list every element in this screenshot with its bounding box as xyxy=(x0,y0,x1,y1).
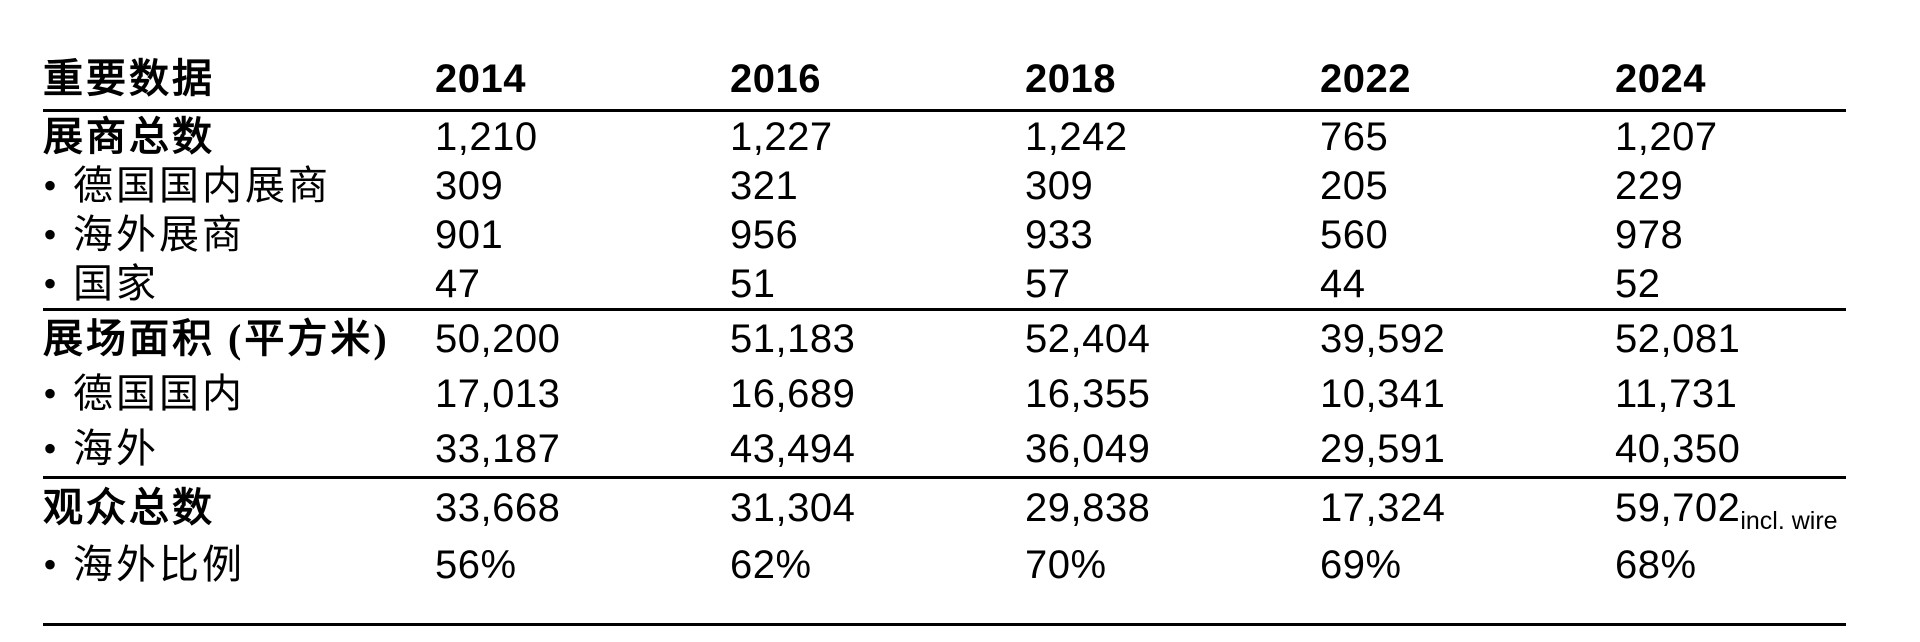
cell-value: 17,324 xyxy=(1320,485,1446,530)
cell-value: 1,207 xyxy=(1615,114,1718,159)
cell-value: 765 xyxy=(1320,114,1389,159)
row-label: 展场面积 (平方米) xyxy=(43,315,390,361)
cell-value: 70% xyxy=(1025,542,1107,587)
row-label: • 德国国内 xyxy=(43,370,246,416)
table-section-exhibition-area: 展场面积 (平方米) 50,200 51,183 52,404 39,592 52,081… xyxy=(43,308,1846,476)
cell-value: 1,242 xyxy=(1025,114,1128,159)
table-row: • 国家 47 51 57 44 52 xyxy=(43,259,1846,308)
cell-value: 56% xyxy=(435,542,517,587)
cell-value: 229 xyxy=(1615,163,1684,208)
table-section-visitors: 观众总数 33,668 31,304 29,838 17,324 59,702incl. … xyxy=(43,476,1846,623)
cell-value: 309 xyxy=(1025,163,1094,208)
cell-value: 16,689 xyxy=(730,371,856,416)
table-row: 观众总数 33,668 31,304 29,838 17,324 59,702incl. … xyxy=(43,479,1846,536)
cell-value: 901 xyxy=(435,212,504,257)
key-figures-table: 重要数据 2014 2016 2018 2022 2024 展商总数 1,210 1… xyxy=(43,0,1846,626)
table-header-row: 重要数据 2014 2016 2018 2022 2024 xyxy=(43,0,1846,112)
cell-value: 57 xyxy=(1025,261,1071,306)
cell-value: 933 xyxy=(1025,212,1094,257)
cell-value: 43,494 xyxy=(730,426,856,471)
cell-value: 52,404 xyxy=(1025,316,1151,361)
cell-value: 33,668 xyxy=(435,485,561,530)
cell-value: 560 xyxy=(1320,212,1389,257)
cell-value: 69% xyxy=(1320,542,1402,587)
cell-value: 29,838 xyxy=(1025,485,1151,530)
row-label: 观众总数 xyxy=(43,484,215,530)
table-row: • 海外比例 56% 62% 70% 69% 68% xyxy=(43,536,1846,593)
cell-value: 16,355 xyxy=(1025,371,1151,416)
table-title: 重要数据 xyxy=(43,56,215,101)
year-column-header-2018: 2018 xyxy=(1025,57,1116,101)
cell-value: 50,200 xyxy=(435,316,561,361)
table-section-exhibitors: 展商总数 1,210 1,227 1,242 765 1,207 • 德国国内展商 309 32… xyxy=(43,112,1846,308)
cell-value: 978 xyxy=(1615,212,1684,257)
cell-value: 47 xyxy=(435,261,481,306)
cell-value: 10,341 xyxy=(1320,371,1446,416)
year-column-header-2024: 2024 xyxy=(1615,57,1706,101)
cell-value: 59,702incl. wire xyxy=(1615,485,1838,535)
cell-value: 11,731 xyxy=(1615,371,1738,416)
cell-value: 44 xyxy=(1320,261,1366,306)
row-label: • 海外 xyxy=(43,425,160,471)
year-column-header-2022: 2022 xyxy=(1320,57,1411,101)
table-row: 展商总数 1,210 1,227 1,242 765 1,207 xyxy=(43,112,1846,161)
table-row: 展场面积 (平方米) 50,200 51,183 52,404 39,592 52,081 xyxy=(43,311,1846,366)
cell-value: 33,187 xyxy=(435,426,561,471)
cell-value: 956 xyxy=(730,212,799,257)
cell-value: 40,350 xyxy=(1615,426,1741,471)
cell-value: 36,049 xyxy=(1025,426,1151,471)
cell-value: 205 xyxy=(1320,163,1389,208)
cell-value: 52,081 xyxy=(1615,316,1741,361)
cell-value: 51 xyxy=(730,261,776,306)
cell-footnote-suffix: incl. wire xyxy=(1740,506,1838,535)
table-row: • 海外 33,187 43,494 36,049 29,591 40,350 xyxy=(43,421,1846,476)
year-column-header-2014: 2014 xyxy=(435,57,526,101)
cell-value: 1,210 xyxy=(435,114,538,159)
cell-value: 39,592 xyxy=(1320,316,1446,361)
cell-value: 309 xyxy=(435,163,504,208)
row-label: 展商总数 xyxy=(43,113,215,159)
row-label: • 海外展商 xyxy=(43,211,246,257)
cell-value: 321 xyxy=(730,163,799,208)
cell-value: 17,013 xyxy=(435,371,561,416)
cell-value: 52 xyxy=(1615,261,1661,306)
cell-value: 68% xyxy=(1615,542,1697,587)
row-label: • 德国国内展商 xyxy=(43,162,332,208)
cell-value: 1,227 xyxy=(730,114,833,159)
row-label: • 国家 xyxy=(43,260,160,306)
cell-value: 62% xyxy=(730,542,812,587)
table-row: • 德国国内 17,013 16,689 16,355 10,341 11,731 xyxy=(43,366,1846,421)
cell-value: 31,304 xyxy=(730,485,856,530)
table-body: 展商总数 1,210 1,227 1,242 765 1,207 • 德国国内展商 309 32… xyxy=(43,112,1846,623)
cell-value: 29,591 xyxy=(1320,426,1446,471)
year-column-header-2016: 2016 xyxy=(730,57,821,101)
table-row: • 德国国内展商 309 321 309 205 229 xyxy=(43,161,1846,210)
table-row: • 海外展商 901 956 933 560 978 xyxy=(43,210,1846,259)
cell-value: 51,183 xyxy=(730,316,856,361)
row-label: • 海外比例 xyxy=(43,541,246,587)
